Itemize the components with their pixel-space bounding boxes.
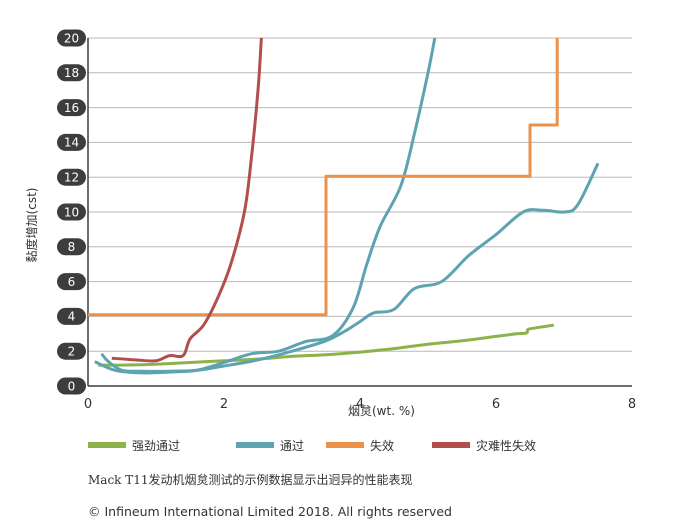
x-tick-label-8: 8 — [628, 397, 636, 412]
y-tick-label-4: 4 — [68, 310, 76, 324]
series-catastrophic-fail-line — [111, 37, 263, 363]
series-fail-line — [88, 38, 559, 317]
y-tick-pill-0 — [57, 377, 86, 395]
copyright-notice: © Infineum International Limited 2018. A… — [88, 504, 452, 519]
x-tick-label-4: 4 — [356, 397, 364, 412]
legend-label-fail: 失效 — [370, 439, 395, 453]
viscosity-chart: 0 2 4 6 8 10 12 14 16 18 20 0 2 4 6 8 烟炱(wt. %) 黏度增加(cs… — [24, 29, 636, 418]
y-tick-pill-12 — [57, 168, 86, 186]
legend-label-pass: 通过 — [280, 439, 305, 453]
y-tick-pill-14 — [57, 133, 86, 151]
y-tick-pill-8 — [57, 238, 86, 256]
grid-lines — [88, 37, 632, 352]
y-tick-label-2: 2 — [68, 345, 76, 359]
y-tick-label-16: 16 — [64, 101, 79, 115]
x-tick-label-0: 0 — [84, 397, 92, 412]
legend: 强劲通过 通过 失效 灾难性失效 — [88, 437, 648, 455]
y-tick-pill-18 — [57, 64, 86, 82]
y-tick-label-20: 20 — [64, 31, 79, 45]
y-axis-label: 黏度增加(cst) — [24, 188, 39, 263]
legend-swatch-strong-pass — [88, 442, 126, 448]
y-tick-label-6: 6 — [68, 275, 76, 289]
y-tick-label-12: 12 — [64, 171, 79, 185]
legend-swatch-pass — [236, 442, 274, 448]
y-tick-pill-6 — [57, 273, 86, 291]
y-tick-pill-2 — [57, 342, 86, 360]
tick-labels: 0 2 4 6 8 10 12 14 16 18 20 0 2 4 6 8 — [57, 29, 636, 412]
y-tick-pill-10 — [57, 203, 86, 221]
y-tick-pill-16 — [57, 99, 86, 117]
legend-swatch-catastrophic-fail — [432, 442, 470, 448]
legend-label-catastrophic-fail: 灾难性失效 — [476, 439, 537, 453]
y-tick-label-0: 0 — [68, 379, 76, 393]
y-tick-label-14: 14 — [64, 136, 79, 150]
y-tick-label-10: 10 — [64, 205, 79, 219]
series-pass-line-2 — [94, 37, 437, 375]
series-pass-line-1 — [100, 162, 600, 373]
y-tick-label-8: 8 — [68, 240, 76, 254]
x-tick-label-6: 6 — [492, 397, 500, 412]
legend-label-strong-pass: 强劲通过 — [132, 439, 181, 453]
axes — [87, 38, 632, 387]
series-strong-pass-line — [98, 323, 555, 367]
figure-caption: Mack T11发动机烟炱测试的示例数据显示出迥异的性能表现 — [88, 473, 413, 487]
series-layer — [88, 37, 600, 375]
x-axis-label: 烟炱(wt. %) — [348, 404, 415, 418]
y-tick-label-18: 18 — [64, 66, 79, 80]
legend-swatch-fail — [326, 442, 364, 448]
x-tick-label-2: 2 — [220, 397, 228, 412]
y-tick-pill-20 — [57, 29, 86, 47]
y-tick-pill-4 — [57, 307, 86, 325]
